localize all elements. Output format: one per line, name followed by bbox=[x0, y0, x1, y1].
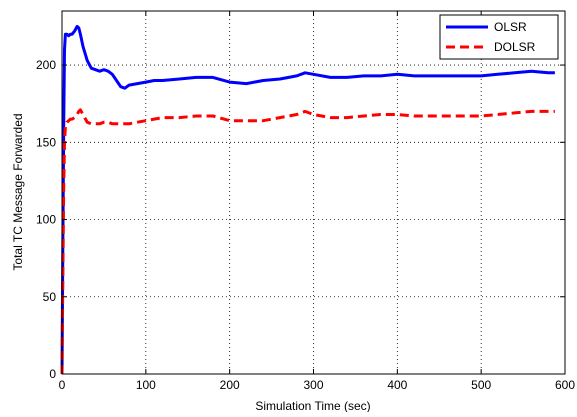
x-tick-label: 0 bbox=[59, 378, 66, 392]
x-tick-label: 200 bbox=[220, 378, 240, 392]
y-tick-label: 200 bbox=[36, 58, 56, 72]
y-tick-label: 0 bbox=[49, 367, 56, 381]
series-line-olsr bbox=[60, 24, 555, 375]
x-tick-label: 600 bbox=[555, 378, 575, 392]
series-lines bbox=[60, 24, 555, 375]
y-tick-label: 150 bbox=[36, 135, 56, 149]
x-tick-label: 400 bbox=[387, 378, 407, 392]
x-tick-label: 500 bbox=[471, 378, 491, 392]
series-line-dolsr bbox=[60, 108, 555, 375]
x-tick-label: 100 bbox=[136, 378, 156, 392]
legend-box bbox=[439, 14, 559, 60]
y-tick-label: 50 bbox=[43, 290, 57, 304]
y-tick-label: 100 bbox=[36, 213, 56, 227]
axis-ticks: 0 100 200 300 400 500 600 0 50 100 150 200 bbox=[36, 11, 575, 392]
grid-lines bbox=[62, 11, 565, 374]
legend-label-dolsr: DOLSR bbox=[494, 40, 536, 54]
y-axis-title: Total TC Message Forwarded bbox=[11, 113, 25, 270]
legend: OLSR DOLSR bbox=[439, 14, 559, 60]
x-tick-label: 300 bbox=[303, 378, 323, 392]
x-axis-title: Simulation Time (sec) bbox=[255, 399, 370, 412]
legend-label-olsr: OLSR bbox=[494, 20, 527, 34]
